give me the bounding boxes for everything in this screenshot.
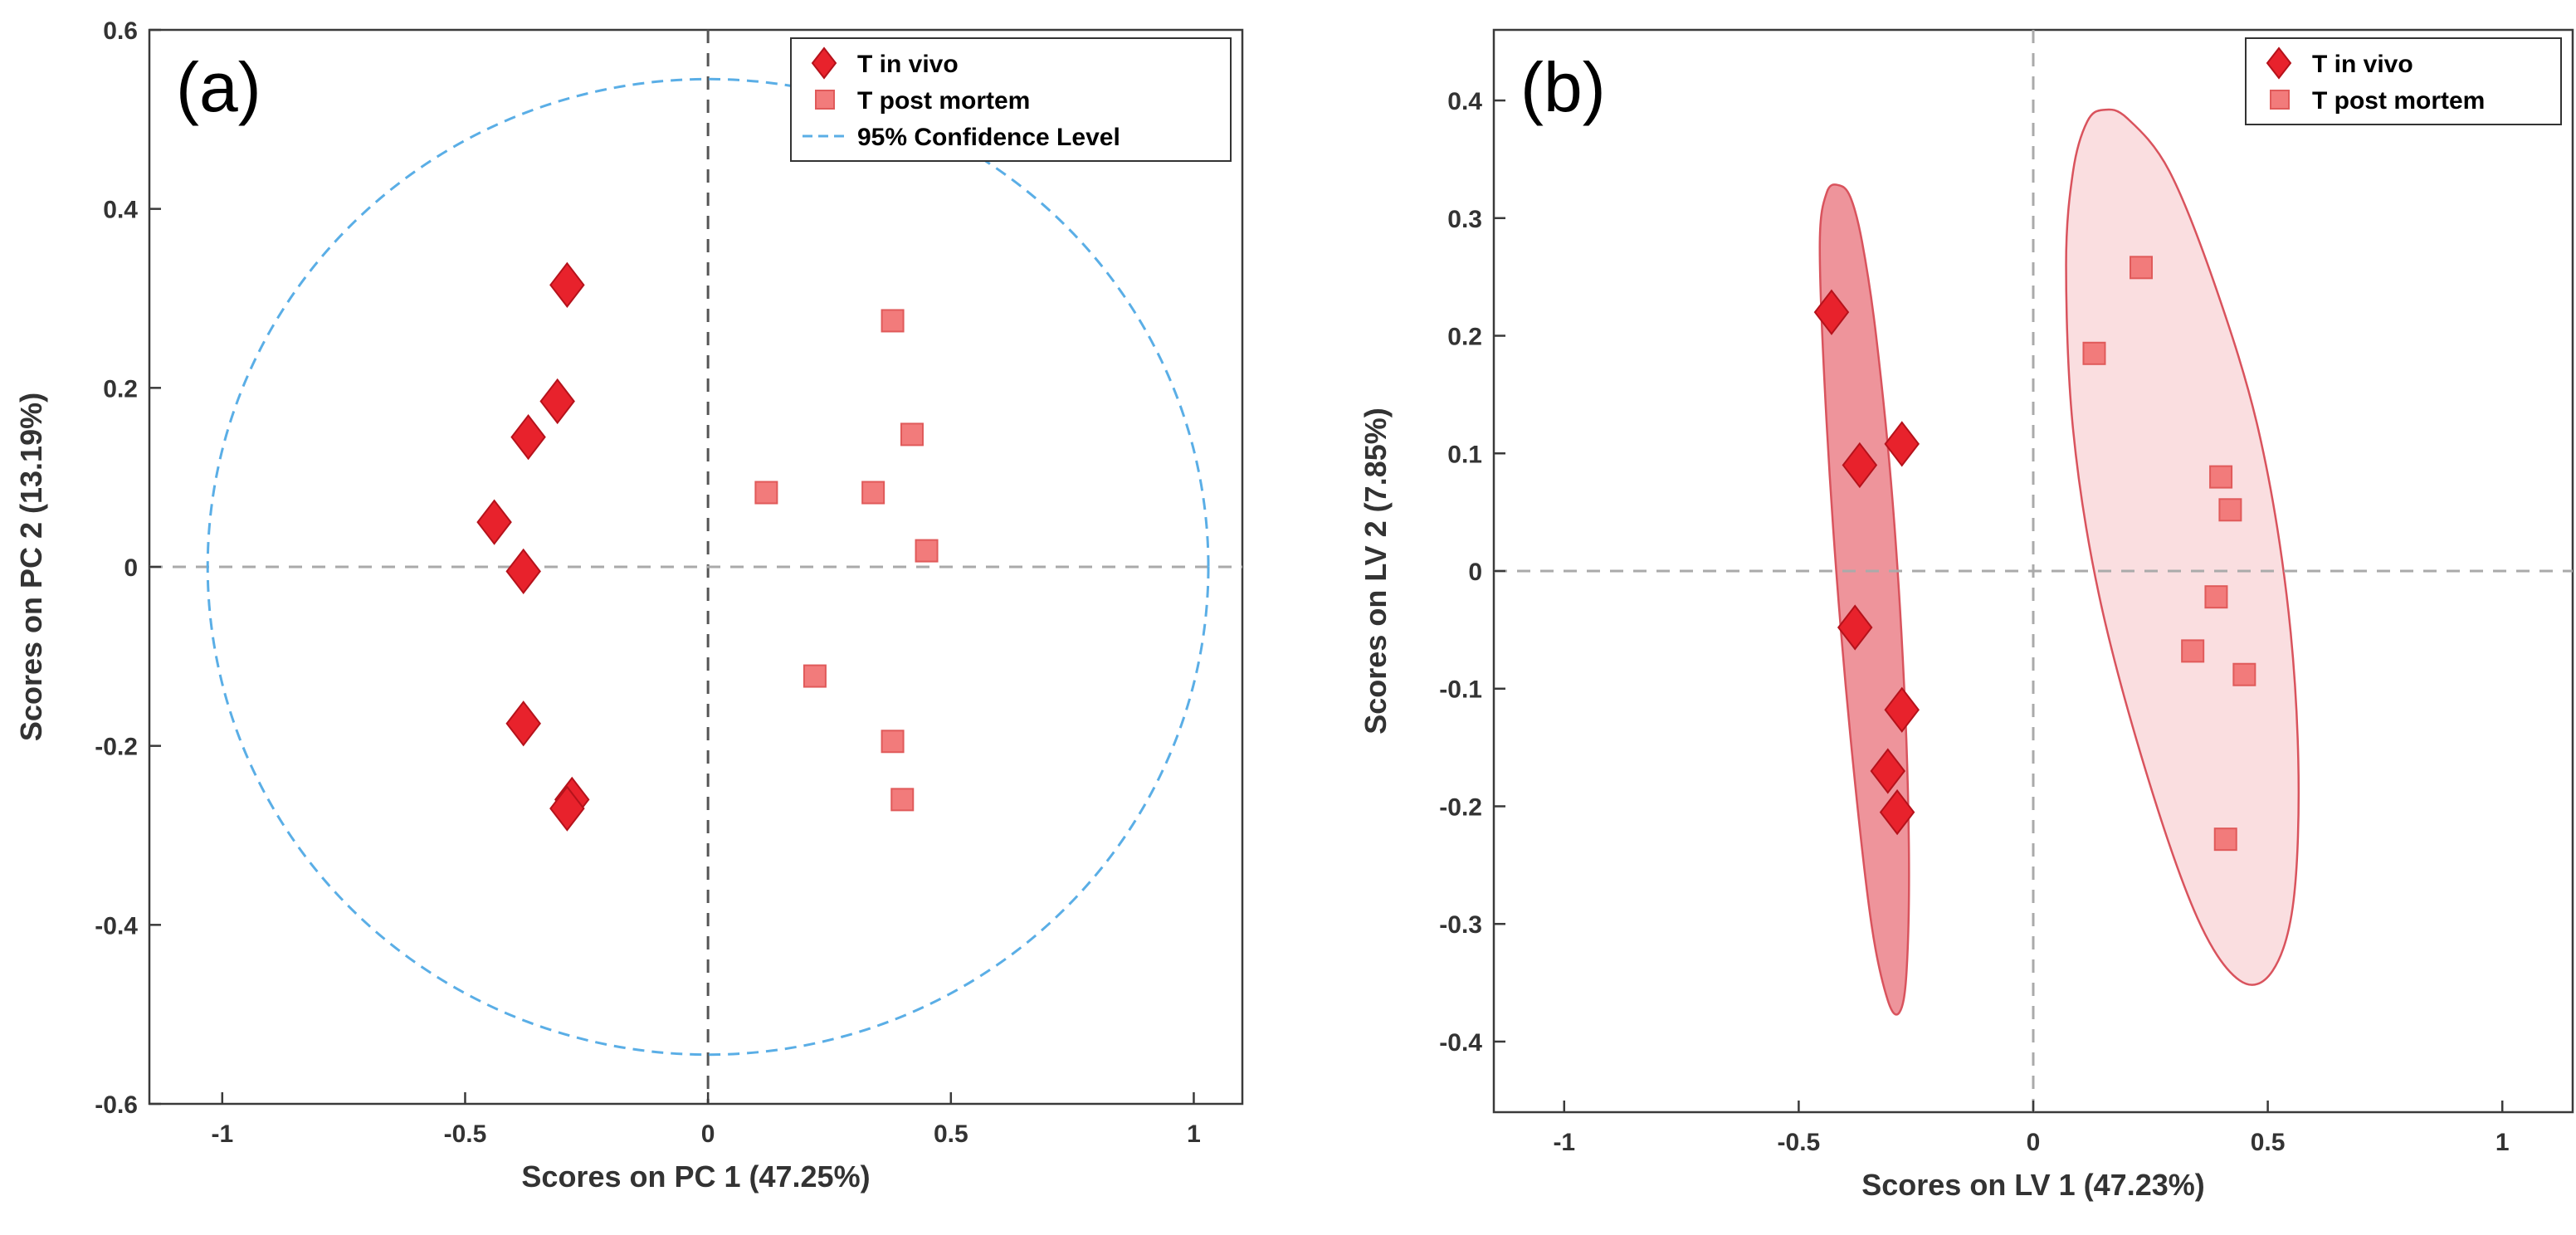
y-tick-label: -0.4 (1439, 1029, 1482, 1057)
y-tick-label: -0.3 (1439, 911, 1482, 939)
x-tick-label: 1 (1187, 1120, 1201, 1148)
chart-panel-b: -1 -0.5 0 0.5 1 -0.4 -0.3 -0.2 -0.1 0 0.1 0.2 0.3 0.4… (1359, 28, 2574, 1202)
chart-panel-a: -1 -0.5 0 0.5 1 -0.6 -0.4 -0.2 0 0.2 0.4 0.6 Scores … (14, 17, 1244, 1194)
data-point-in-vivo (1842, 442, 1878, 489)
x-tick-label: 0 (701, 1120, 715, 1148)
legend-label: T in vivo (2312, 51, 2413, 78)
data-point-in-vivo (1813, 289, 1850, 335)
y-tick-label: 0 (124, 554, 138, 582)
legend-box (2245, 37, 2562, 125)
y-tick-label: -0.1 (1439, 676, 1482, 704)
data-point-in-vivo (505, 548, 541, 595)
data-point-post-mortem (2209, 465, 2233, 489)
data-point-post-mortem (861, 481, 886, 505)
x-tick-label: 1 (2496, 1129, 2510, 1156)
x-tick-label: -1 (1553, 1129, 1575, 1156)
x-axis-label: Scores on PC 1 (47.25%) (521, 1159, 870, 1194)
data-point-in-vivo (1879, 788, 1915, 836)
y-tick-label: 0.3 (1447, 206, 1482, 233)
group-ellipse-post-mortem (2065, 108, 2300, 986)
x-tick-label: 0.5 (2251, 1129, 2286, 1156)
y-tick-label: 0.6 (103, 17, 138, 45)
data-point-post-mortem (2204, 585, 2228, 609)
panel-label: (b) (1520, 48, 1606, 126)
legend-label: T post mortem (857, 87, 1030, 115)
y-tick-label: 0.4 (1447, 88, 1482, 115)
legend-marker-in-vivo (811, 46, 837, 80)
data-point-post-mortem (2232, 662, 2256, 686)
y-tick-label: -0.4 (95, 912, 138, 940)
data-point-in-vivo (1884, 686, 1920, 733)
data-point-in-vivo (549, 785, 585, 832)
y-tick-label: 0.2 (1447, 324, 1482, 351)
data-point-post-mortem (915, 539, 939, 563)
x-tick-label: 0.5 (934, 1120, 968, 1148)
x-tick-label: -0.5 (444, 1120, 487, 1148)
y-axis-label: Scores on LV 2 (7.85%) (1359, 408, 1393, 734)
legend-marker-in-vivo (2266, 46, 2292, 80)
x-tick-label: -0.5 (1778, 1129, 1821, 1156)
data-point-post-mortem (754, 481, 778, 505)
data-point-in-vivo (539, 378, 575, 425)
data-point-in-vivo (1870, 748, 1906, 794)
data-point-post-mortem (890, 788, 915, 812)
legend: T in vivo T post mortem (2245, 37, 2562, 125)
data-point-post-mortem (2213, 827, 2237, 852)
y-tick-label: 0 (1468, 559, 1482, 586)
data-point-post-mortem (881, 730, 905, 754)
y-tick-label: 0.2 (103, 375, 138, 403)
legend-marker-post-mortem (815, 90, 835, 110)
y-tick-label: 0.1 (1447, 441, 1482, 468)
panel-label: (a) (176, 48, 261, 126)
legend-label: T post mortem (2312, 87, 2485, 115)
y-tick-label: -0.6 (95, 1091, 138, 1119)
y-axis-label: Scores on PC 2 (13.19%) (14, 393, 48, 741)
y-tick-label: 0.4 (103, 197, 138, 224)
data-point-in-vivo (1837, 604, 1873, 651)
y-tick-label: -0.2 (95, 734, 138, 761)
data-point-in-vivo (476, 499, 512, 545)
legend-label: T in vivo (857, 51, 959, 78)
data-point-in-vivo (510, 414, 546, 461)
data-point-post-mortem (2218, 498, 2242, 522)
x-axis-label: Scores on LV 1 (47.23%) (1861, 1168, 2205, 1202)
x-tick-label: -1 (211, 1120, 233, 1148)
y-tick-label: -0.2 (1439, 793, 1482, 821)
data-point-post-mortem (2082, 341, 2106, 365)
data-point-post-mortem (900, 422, 924, 447)
x-tick-label: 0 (2027, 1129, 2041, 1156)
data-point-in-vivo (549, 261, 585, 308)
data-point-post-mortem (881, 309, 905, 333)
legend: T in vivo T post mortem 95% Confidence Lev… (790, 37, 1232, 162)
confidence-ellipse (206, 77, 1210, 1057)
data-point-post-mortem (2181, 639, 2205, 663)
legend-box (790, 37, 1232, 162)
data-point-post-mortem (803, 664, 827, 688)
data-point-in-vivo (1884, 421, 1920, 467)
legend-marker-post-mortem (2270, 90, 2290, 110)
legend-label: 95% Confidence Level (857, 124, 1120, 151)
data-point-in-vivo (505, 700, 541, 747)
data-point-post-mortem (2130, 256, 2153, 280)
